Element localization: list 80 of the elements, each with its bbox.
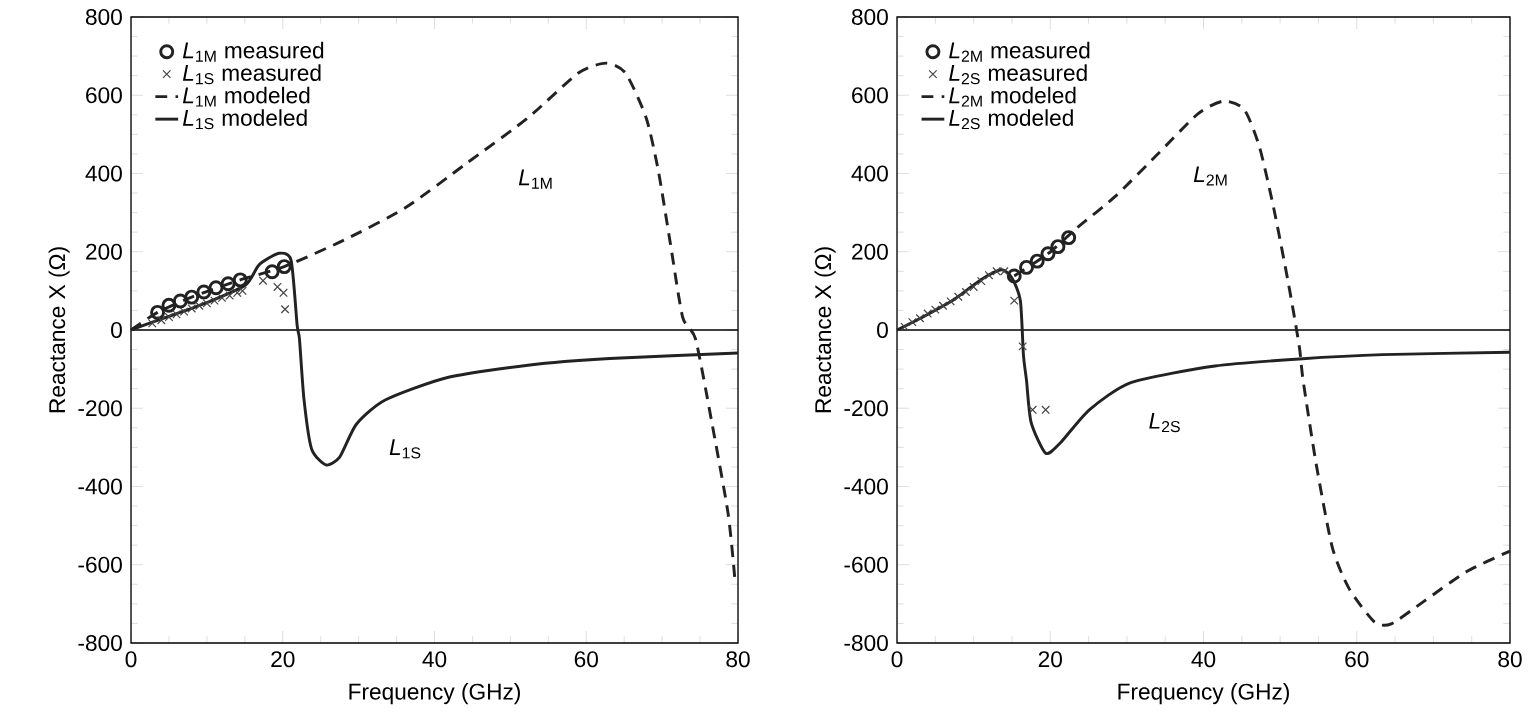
y-tick-label: 800 <box>851 8 888 26</box>
point <box>161 297 177 313</box>
point <box>976 276 986 286</box>
y-tick-label: 0 <box>111 321 122 339</box>
legend-label: L$_{1S}$ measured <box>182 64 321 85</box>
x-tick-label: 40 <box>1191 651 1216 668</box>
legend-label: L$_{2S}$ measured <box>949 64 1087 85</box>
x-tick-label: 0 <box>125 651 137 668</box>
point <box>264 264 280 280</box>
point <box>930 305 940 315</box>
point <box>923 309 933 318</box>
x-tick-label: 20 <box>271 651 295 668</box>
point <box>946 297 956 306</box>
point <box>196 284 212 300</box>
point <box>1006 268 1022 284</box>
point <box>953 292 963 302</box>
point <box>273 282 282 292</box>
y-tick-label: -600 <box>78 556 122 573</box>
point <box>1028 405 1038 415</box>
x-tick-label: 80 <box>1498 651 1522 668</box>
y-axis-title: Reactance X (Ω) <box>48 247 70 413</box>
point <box>984 270 994 280</box>
point <box>280 304 290 314</box>
annotation: L$_{1M}$ <box>518 169 552 189</box>
y-tick-label: 400 <box>851 165 888 182</box>
x-axis-title: Frequency (GHz) <box>349 683 520 705</box>
x-tick-label: 60 <box>1345 651 1369 668</box>
y-tick-label: 600 <box>86 87 122 104</box>
point <box>1041 405 1051 415</box>
point <box>184 289 200 305</box>
legend-label: L$_{2M}$ measured <box>949 41 1090 62</box>
point <box>276 259 292 275</box>
x-tick-label: 0 <box>891 651 903 668</box>
point <box>147 318 157 328</box>
point <box>232 272 248 288</box>
y-tick-label: 0 <box>877 321 888 339</box>
legend-label: L$_{2S}$ modeled <box>949 109 1073 130</box>
y-tick-label: -600 <box>844 556 888 573</box>
y-tick-label: 600 <box>852 87 888 104</box>
annotation: L$_{2S}$ <box>1149 413 1180 433</box>
point <box>208 280 224 296</box>
y-tick-label: -400 <box>78 478 122 495</box>
y-tick-label: 200 <box>86 243 122 260</box>
legend-label: L$_{1S}$ modeled <box>182 109 307 130</box>
point <box>938 301 948 311</box>
point <box>258 276 268 286</box>
point <box>220 276 236 292</box>
legend-label: L$_{1M}$ measured <box>182 41 324 62</box>
y-tick-label: -400 <box>844 478 888 495</box>
y-tick-label: 200 <box>852 243 888 260</box>
point <box>1029 253 1045 269</box>
point <box>1019 259 1034 275</box>
x-tick-label: 60 <box>574 651 598 668</box>
legend-label: L$_{2M}$ modeled <box>949 86 1076 107</box>
point <box>1040 246 1056 262</box>
legend-label: L$_{1M}$ modeled <box>182 86 310 107</box>
x-tick-label: 20 <box>1038 651 1062 668</box>
point <box>172 293 188 309</box>
y-tick-label: -800 <box>844 634 888 652</box>
point <box>961 287 971 297</box>
point <box>279 288 288 298</box>
x-tick-label: 40 <box>422 651 447 668</box>
point <box>1050 239 1066 255</box>
y-axis-title: Reactance X (Ω) <box>814 247 836 413</box>
point <box>969 282 979 292</box>
y-tick-label: 800 <box>85 8 122 26</box>
y-tick-label: -200 <box>844 400 888 417</box>
point <box>1009 296 1019 306</box>
y-tick-label: 400 <box>85 165 122 182</box>
point <box>915 313 925 323</box>
point <box>1018 342 1028 351</box>
x-tick-label: 80 <box>726 651 750 668</box>
point <box>150 304 166 320</box>
point <box>907 317 917 327</box>
x-axis-title: Frequency (GHz) <box>1118 683 1289 705</box>
annotation: L$_{1S}$ <box>389 439 421 459</box>
point <box>1061 230 1077 246</box>
y-tick-label: -800 <box>78 634 122 652</box>
y-tick-label: -200 <box>78 400 122 417</box>
annotation: L$_{2M}$ <box>1193 166 1227 186</box>
